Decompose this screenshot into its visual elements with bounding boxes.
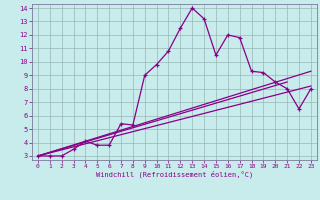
X-axis label: Windchill (Refroidissement éolien,°C): Windchill (Refroidissement éolien,°C) — [96, 171, 253, 178]
